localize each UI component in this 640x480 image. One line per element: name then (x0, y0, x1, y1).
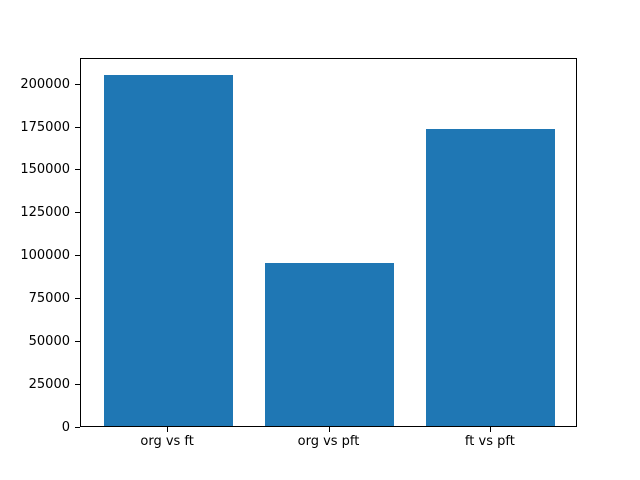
y-tick-mark (75, 83, 80, 85)
y-tick-mark (75, 126, 80, 128)
x-tick-label: ft vs pft (464, 434, 515, 449)
y-tick-label: 0 (61, 419, 70, 435)
bar-org-vs-pft (264, 263, 395, 426)
x-tick-label: org vs ft (140, 434, 194, 449)
plot-area (80, 58, 577, 427)
y-tick-mark (75, 255, 80, 257)
y-tick-mark (75, 212, 80, 214)
y-tick-mark (75, 169, 80, 171)
y-tick-mark (75, 426, 80, 428)
y-tick-label: 25000 (28, 376, 70, 392)
y-tick-label: 125000 (20, 205, 70, 221)
x-tick-mark (328, 427, 330, 432)
y-tick-mark (75, 297, 80, 299)
y-tick-label: 200000 (20, 76, 70, 92)
y-tick-label: 150000 (20, 162, 70, 178)
y-tick-mark (75, 383, 80, 385)
y-tick-label: 75000 (28, 290, 70, 306)
y-tick-label: 100000 (20, 248, 70, 264)
x-tick-mark (489, 427, 491, 432)
bar-org-vs-ft (103, 74, 233, 426)
y-tick-label: 50000 (28, 333, 70, 349)
bar-ft-vs-pft (426, 129, 556, 426)
y-tick-label: 175000 (20, 119, 70, 135)
y-tick-mark (75, 340, 80, 342)
x-tick-mark (167, 427, 169, 432)
x-tick-label: org vs pft (297, 434, 360, 449)
